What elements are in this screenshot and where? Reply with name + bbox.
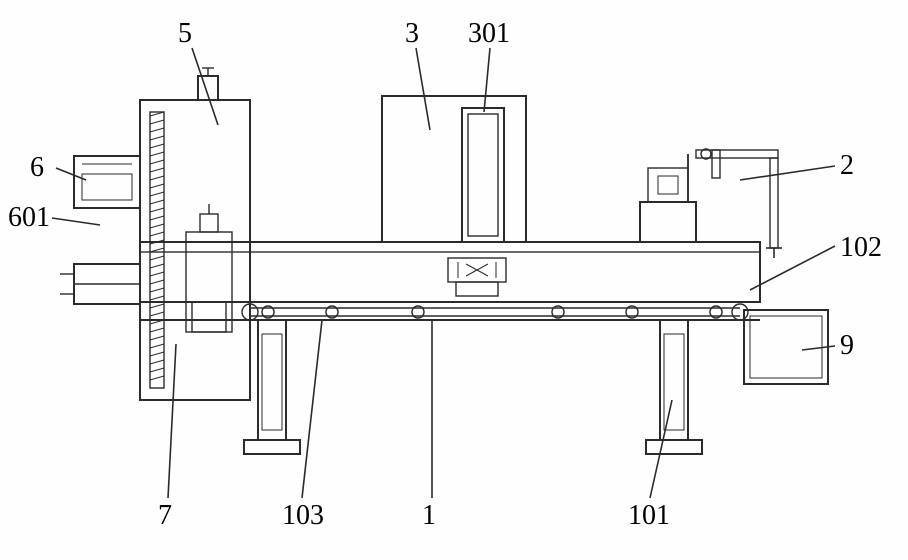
callout-7: 7 bbox=[158, 500, 172, 532]
callout-1: 1 bbox=[422, 500, 436, 532]
callout-2: 2 bbox=[840, 150, 854, 182]
callout-601: 601 bbox=[8, 202, 50, 234]
callout-6: 6 bbox=[30, 152, 44, 184]
callout-5: 5 bbox=[178, 18, 192, 50]
callout-101: 101 bbox=[628, 500, 670, 532]
callout-9: 9 bbox=[840, 330, 854, 362]
callout-301: 301 bbox=[468, 18, 510, 50]
callout-3: 3 bbox=[405, 18, 419, 50]
callout-103: 103 bbox=[282, 500, 324, 532]
callout-102: 102 bbox=[840, 232, 882, 264]
